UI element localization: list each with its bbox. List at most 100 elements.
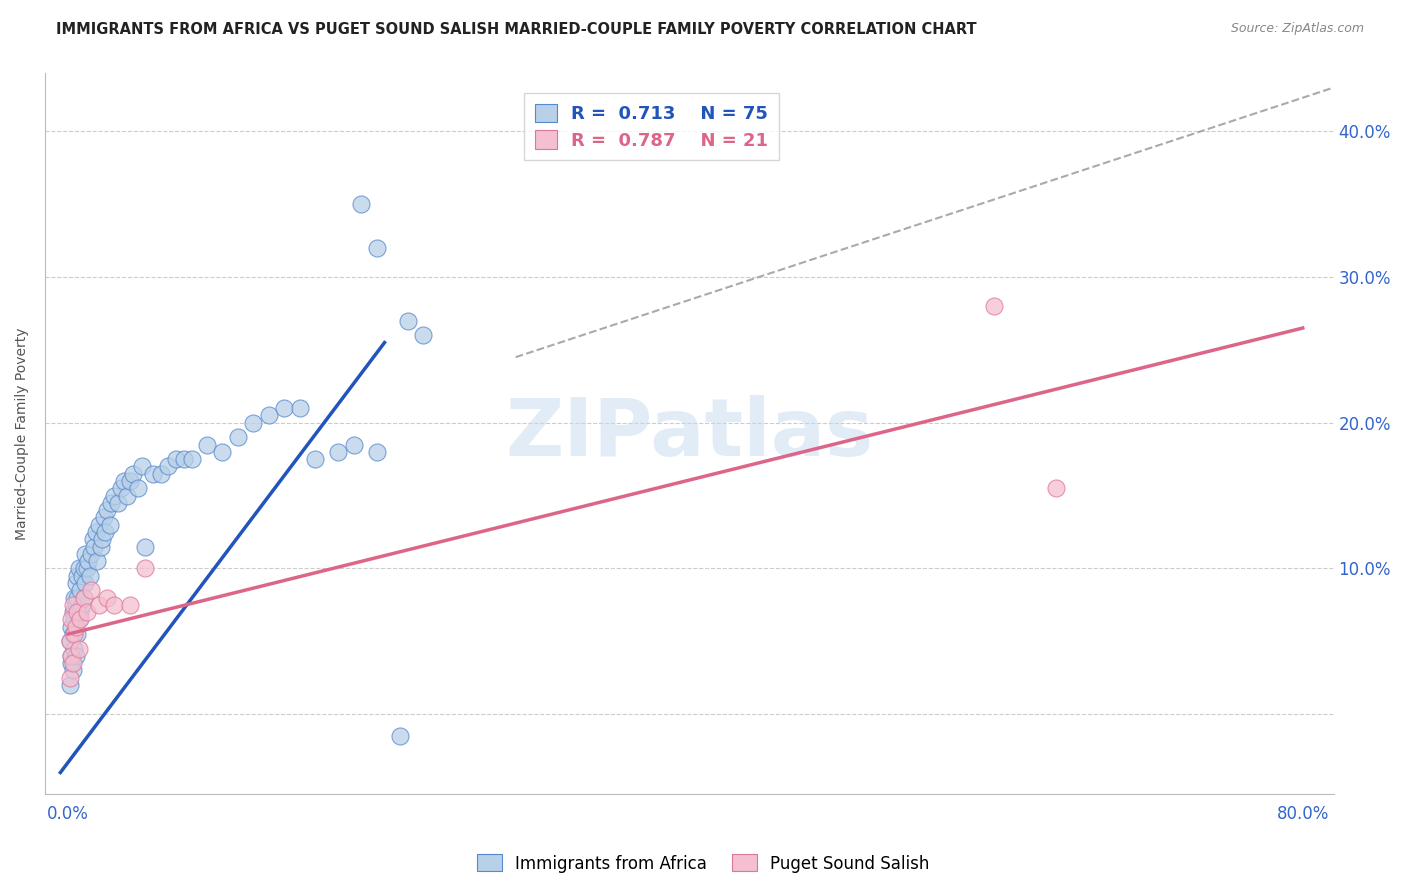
Point bbox=[59, 634, 82, 648]
Point bbox=[226, 430, 249, 444]
Point bbox=[328, 445, 350, 459]
Point bbox=[60, 648, 83, 663]
Point bbox=[84, 524, 107, 539]
Point bbox=[93, 510, 115, 524]
Point bbox=[79, 568, 101, 582]
Point bbox=[76, 605, 98, 619]
Point bbox=[112, 474, 135, 488]
Point bbox=[86, 554, 108, 568]
Point bbox=[63, 627, 86, 641]
Point bbox=[90, 540, 112, 554]
Point bbox=[165, 452, 187, 467]
Point bbox=[396, 314, 419, 328]
Point bbox=[118, 474, 141, 488]
Point bbox=[103, 489, 125, 503]
Point bbox=[67, 641, 90, 656]
Legend: Immigrants from Africa, Puget Sound Salish: Immigrants from Africa, Puget Sound Sali… bbox=[470, 847, 936, 880]
Point bbox=[62, 664, 84, 678]
Point bbox=[94, 524, 117, 539]
Point bbox=[366, 445, 388, 459]
Point bbox=[87, 517, 110, 532]
Text: IMMIGRANTS FROM AFRICA VS PUGET SOUND SALISH MARRIED-COUPLE FAMILY POVERTY CORRE: IMMIGRANTS FROM AFRICA VS PUGET SOUND SA… bbox=[56, 22, 977, 37]
Point bbox=[98, 517, 121, 532]
Point bbox=[66, 568, 89, 582]
Point bbox=[59, 678, 82, 692]
Point bbox=[149, 467, 172, 481]
Point bbox=[69, 583, 91, 598]
Point bbox=[77, 554, 100, 568]
Point bbox=[72, 591, 94, 605]
Point bbox=[66, 591, 89, 605]
Point bbox=[273, 401, 295, 416]
Point bbox=[242, 416, 264, 430]
Point bbox=[107, 496, 129, 510]
Point bbox=[75, 547, 97, 561]
Point bbox=[63, 591, 86, 605]
Point bbox=[343, 437, 366, 451]
Y-axis label: Married-Couple Family Poverty: Married-Couple Family Poverty bbox=[15, 327, 30, 540]
Point bbox=[195, 437, 218, 451]
Point bbox=[115, 489, 138, 503]
Point bbox=[60, 657, 83, 671]
Point bbox=[983, 299, 1005, 313]
Point bbox=[118, 598, 141, 612]
Point bbox=[63, 612, 86, 626]
Point bbox=[80, 583, 103, 598]
Point bbox=[412, 328, 434, 343]
Point bbox=[76, 561, 98, 575]
Point bbox=[67, 561, 90, 575]
Point bbox=[122, 467, 145, 481]
Point bbox=[65, 648, 87, 663]
Point bbox=[59, 634, 82, 648]
Point bbox=[103, 598, 125, 612]
Point bbox=[62, 657, 84, 671]
Point bbox=[80, 547, 103, 561]
Point bbox=[66, 605, 89, 619]
Point bbox=[65, 620, 87, 634]
Point bbox=[366, 241, 388, 255]
Point bbox=[67, 612, 90, 626]
Point bbox=[157, 459, 180, 474]
Point bbox=[70, 598, 93, 612]
Point bbox=[62, 627, 84, 641]
Point bbox=[134, 540, 156, 554]
Point bbox=[65, 598, 87, 612]
Point bbox=[60, 612, 83, 626]
Point bbox=[131, 459, 153, 474]
Point bbox=[173, 452, 195, 467]
Point bbox=[66, 627, 89, 641]
Point bbox=[180, 452, 202, 467]
Point bbox=[60, 620, 83, 634]
Point bbox=[82, 533, 104, 547]
Point bbox=[134, 561, 156, 575]
Point bbox=[96, 591, 118, 605]
Point bbox=[69, 612, 91, 626]
Point bbox=[59, 671, 82, 685]
Point bbox=[350, 197, 373, 211]
Point bbox=[257, 409, 280, 423]
Point bbox=[65, 576, 87, 591]
Point bbox=[304, 452, 326, 467]
Point bbox=[100, 496, 122, 510]
Point bbox=[60, 648, 83, 663]
Point bbox=[211, 445, 233, 459]
Point bbox=[83, 540, 105, 554]
Point bbox=[75, 576, 97, 591]
Point bbox=[62, 605, 84, 619]
Text: ZIPatlas: ZIPatlas bbox=[505, 394, 873, 473]
Point bbox=[127, 481, 149, 495]
Point bbox=[72, 561, 94, 575]
Point bbox=[87, 598, 110, 612]
Point bbox=[388, 729, 411, 743]
Point bbox=[288, 401, 311, 416]
Point bbox=[72, 591, 94, 605]
Point bbox=[110, 481, 132, 495]
Point bbox=[63, 641, 86, 656]
Point bbox=[1045, 481, 1067, 495]
Point bbox=[62, 598, 84, 612]
Point bbox=[142, 467, 165, 481]
Point bbox=[70, 568, 93, 582]
Text: Source: ZipAtlas.com: Source: ZipAtlas.com bbox=[1230, 22, 1364, 36]
Legend: R =  0.713    N = 75, R =  0.787    N = 21: R = 0.713 N = 75, R = 0.787 N = 21 bbox=[524, 93, 779, 161]
Point bbox=[91, 533, 114, 547]
